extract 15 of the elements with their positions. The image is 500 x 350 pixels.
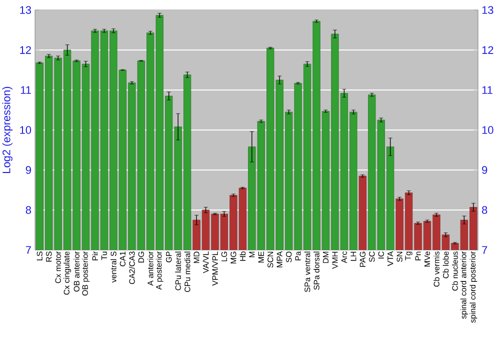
y2-tick-label: 12 [482,46,494,54]
y-tick-label: 9 [26,166,31,174]
y2-tick-label: 8 [482,206,488,214]
y-tick-label: 12 [20,46,31,54]
y-tick-label: 10 [20,126,32,134]
y2-tick-label: 9 [482,166,488,174]
y-tick-label: 11 [20,86,31,94]
y-tick-label: 8 [26,206,31,214]
y2-tick-label: 13 [482,6,494,14]
y-tick-label: 7 [26,246,31,254]
y-axis-title: Log2 (expression) [2,86,12,173]
y2-tick-label: 10 [482,126,494,134]
y-tick-label: 13 [20,6,31,14]
y2-tick-label: 11 [482,86,492,94]
y2-tick-label: 7 [482,246,488,254]
